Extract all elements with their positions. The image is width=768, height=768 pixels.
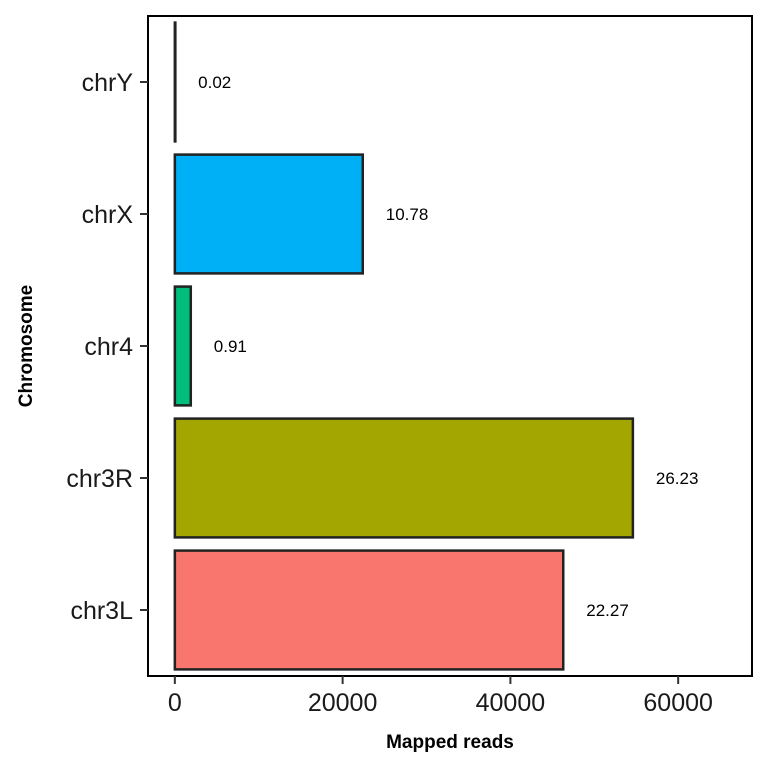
x-axis: 0 20000 40000 60000 [168, 676, 713, 717]
y-tick-label-chr3l: chr3L [70, 597, 133, 625]
bar-chr3l [173, 549, 565, 671]
y-axis-title: Chromosome [16, 285, 37, 407]
bar-chrx [173, 153, 365, 275]
x-axis-title: Mapped reads [386, 732, 514, 753]
y-axis: chr3L chr3R chr4 chrX chrY [66, 69, 148, 625]
data-label-chr3l: 22.27 [586, 601, 629, 620]
data-label-chrx: 10.78 [386, 205, 429, 224]
bar-chry [173, 21, 177, 143]
x-tick-label-0: 0 [168, 689, 182, 717]
x-tick-label-60000: 60000 [643, 689, 713, 717]
y-tick-label-chrx: chrX [82, 201, 134, 229]
y-tick-label-chry: chrY [82, 69, 134, 97]
x-tick-label-40000: 40000 [476, 689, 546, 717]
bars-group [173, 21, 635, 671]
y-tick-label-chr3r: chr3R [66, 465, 133, 493]
bar-chr3r [173, 417, 635, 539]
data-label-chr3r: 26.23 [656, 469, 699, 488]
y-tick-label-chr4: chr4 [84, 333, 133, 361]
bar-chr4 [173, 285, 193, 407]
data-label-chry: 0.02 [198, 73, 231, 92]
data-labels-group: 22.27 26.23 0.91 10.78 0.02 [198, 73, 698, 620]
data-label-chr4: 0.91 [214, 337, 247, 356]
x-tick-label-20000: 20000 [308, 689, 378, 717]
